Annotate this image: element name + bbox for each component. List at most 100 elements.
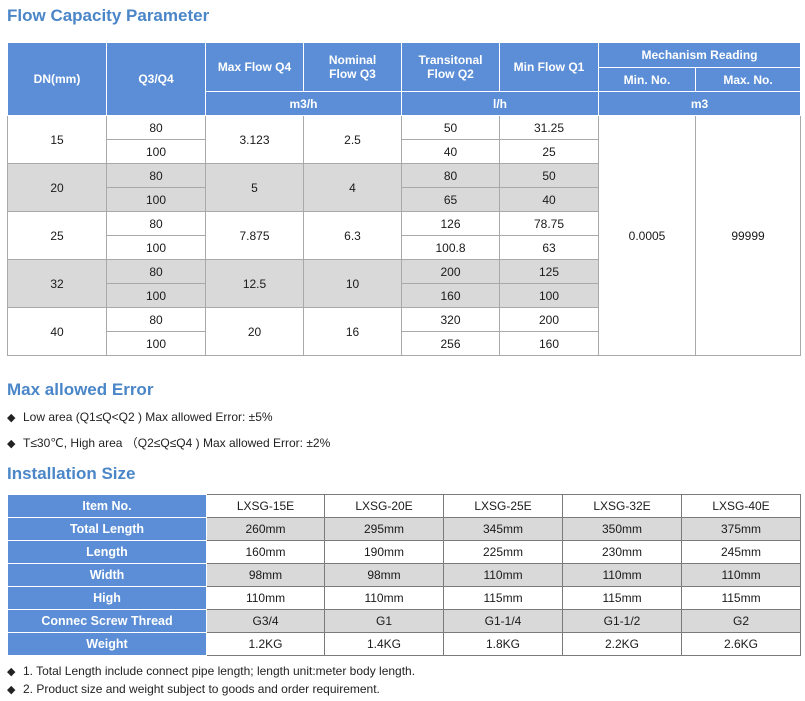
dn-cell: 40	[7, 307, 107, 356]
row-label-weight: Weight	[7, 632, 207, 656]
max-flow-cell: 12.5	[205, 259, 304, 308]
col-header-q3q4: Q3/Q4	[106, 42, 206, 116]
nominal-flow-cell: 16	[303, 307, 402, 356]
install-cell: 350mm	[562, 517, 682, 541]
nominal-flow-cell: 10	[303, 259, 402, 308]
install-cell: 2.6KG	[681, 632, 801, 656]
install-cell: 115mm	[443, 586, 563, 610]
install-cell: LXSG-25E	[443, 494, 563, 518]
transitional-flow-cell: 160	[401, 283, 500, 308]
install-cell: 190mm	[324, 540, 444, 564]
min-flow-cell: 160	[499, 331, 599, 356]
transitional-flow-cell: 50	[401, 115, 500, 140]
install-cell: 98mm	[324, 563, 444, 587]
install-cell: 225mm	[443, 540, 563, 564]
installation-size-title: Installation Size	[7, 464, 136, 483]
install-cell: 110mm	[681, 563, 801, 587]
max-no-value: 99999	[695, 115, 801, 356]
col-header-nominal-flow: Nominal Flow Q3	[303, 42, 402, 92]
install-cell: G3/4	[206, 609, 325, 633]
install-cell: 375mm	[681, 517, 801, 541]
install-cell: G1-1/4	[443, 609, 563, 633]
transitional-flow-cell: 40	[401, 139, 500, 164]
min-flow-cell: 63	[499, 235, 599, 260]
dn-cell: 32	[7, 259, 107, 308]
unit-m3h: m3/h	[205, 91, 402, 116]
max-flow-cell: 7.875	[205, 211, 304, 260]
diamond-bullet-icon: ◆	[7, 438, 16, 450]
max-flow-cell: 3.123	[205, 115, 304, 164]
col-header-dn: DN(mm)	[7, 42, 107, 116]
col-header-min-no: Min. No.	[598, 67, 696, 92]
install-cell: 1.8KG	[443, 632, 563, 656]
install-cell: 295mm	[324, 517, 444, 541]
transitional-flow-cell: 256	[401, 331, 500, 356]
install-cell: 160mm	[206, 540, 325, 564]
nominal-flow-cell: 6.3	[303, 211, 402, 260]
install-cell: 1.2KG	[206, 632, 325, 656]
flow-capacity-table: DN(mm) Q3/Q4 Max Flow Q4 Nominal Flow Q3…	[7, 42, 801, 356]
nominal-flow-cell: 2.5	[303, 115, 402, 164]
row-label-width: Width	[7, 563, 207, 587]
row-label-screw-thread: Connec Screw Thread	[7, 609, 207, 633]
dn-cell: 15	[7, 115, 107, 164]
install-cell: LXSG-32E	[562, 494, 682, 518]
min-flow-cell: 50	[499, 163, 599, 188]
install-cell: 260mm	[206, 517, 325, 541]
install-cell: LXSG-40E	[681, 494, 801, 518]
install-cell: LXSG-15E	[206, 494, 325, 518]
min-flow-cell: 200	[499, 307, 599, 332]
col-header-max-flow: Max Flow Q4	[205, 42, 304, 92]
install-note-text: 1. Total Length include connect pipe len…	[23, 664, 416, 678]
install-cell: G1	[324, 609, 444, 633]
ratio-cell: 100	[106, 187, 206, 212]
installation-size-table: Item No. LXSG-15E LXSG-20E LXSG-25E LXSG…	[7, 494, 801, 656]
col-header-mechanism-reading: Mechanism Reading	[598, 42, 801, 68]
install-note-text: 2. Product size and weight subject to go…	[23, 682, 380, 696]
row-label-high: High	[7, 586, 207, 610]
ratio-cell: 100	[106, 283, 206, 308]
min-flow-cell: 125	[499, 259, 599, 284]
row-label-item-no: Item No.	[7, 494, 207, 518]
unit-lh: l/h	[401, 91, 599, 116]
nominal-flow-cell: 4	[303, 163, 402, 212]
unit-m3: m3	[598, 91, 801, 116]
flow-capacity-title: Flow Capacity Parameter	[7, 6, 210, 25]
ratio-cell: 80	[106, 163, 206, 188]
install-cell: 98mm	[206, 563, 325, 587]
install-cell: 110mm	[324, 586, 444, 610]
transitional-flow-label: Transitonal Flow Q2	[418, 53, 483, 81]
transitional-flow-cell: 126	[401, 211, 500, 236]
row-label-length: Length	[7, 540, 207, 564]
transitional-flow-cell: 100.8	[401, 235, 500, 260]
install-note-1: ◆ 1. Total Length include connect pipe le…	[7, 664, 415, 678]
col-header-min-flow: Min Flow Q1	[499, 42, 599, 92]
diamond-bullet-icon: ◆	[7, 412, 16, 424]
error-bullet-low: ◆ Low area (Q1≤Q<Q2 ) Max allowed Error: …	[7, 410, 273, 424]
install-cell: 2.2KG	[562, 632, 682, 656]
install-cell: 1.4KG	[324, 632, 444, 656]
ratio-cell: 100	[106, 235, 206, 260]
col-header-transitional-flow: Transitonal Flow Q2	[401, 42, 500, 92]
install-cell: 110mm	[206, 586, 325, 610]
install-cell: 345mm	[443, 517, 563, 541]
transitional-flow-cell: 200	[401, 259, 500, 284]
ratio-cell: 80	[106, 211, 206, 236]
install-cell: 245mm	[681, 540, 801, 564]
transitional-flow-cell: 65	[401, 187, 500, 212]
min-flow-cell: 40	[499, 187, 599, 212]
transitional-flow-cell: 320	[401, 307, 500, 332]
ratio-cell: 80	[106, 115, 206, 140]
install-cell: G2	[681, 609, 801, 633]
row-label-total-length: Total Length	[7, 517, 207, 541]
diamond-bullet-icon: ◆	[7, 684, 16, 696]
install-cell: 110mm	[562, 563, 682, 587]
ratio-cell: 100	[106, 139, 206, 164]
min-flow-cell: 100	[499, 283, 599, 308]
transitional-flow-cell: 80	[401, 163, 500, 188]
ratio-cell: 80	[106, 307, 206, 332]
dn-cell: 25	[7, 211, 107, 260]
install-cell: G1-1/2	[562, 609, 682, 633]
install-cell: 115mm	[681, 586, 801, 610]
min-no-value: 0.0005	[598, 115, 696, 356]
